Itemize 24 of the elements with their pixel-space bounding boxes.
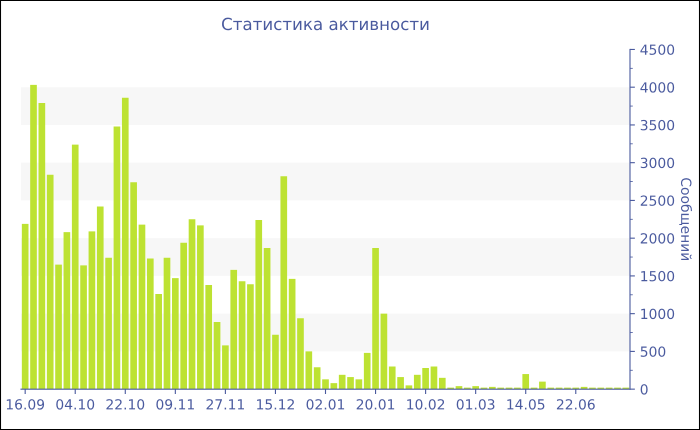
y-tick-label: 3000: [640, 158, 674, 168]
y-tick-label: 3500: [640, 120, 674, 130]
chart-title: Статистика активности: [222, 18, 428, 30]
y-tick-label: 2500: [640, 195, 674, 206]
x-tick-label: 14.05: [507, 399, 544, 410]
x-tick-label: 22.10: [106, 399, 144, 410]
y-tick-label: 0: [640, 384, 648, 395]
x-tick-label: 04.10: [56, 399, 94, 410]
x-tick-label: 20.01: [356, 399, 394, 410]
x-tick-label: 10.02: [407, 399, 444, 410]
x-tick-label: 15.12: [257, 399, 294, 410]
y-tick-label: 4000: [640, 82, 674, 93]
x-tick-label: 27.11: [206, 399, 244, 410]
x-tick-label: 22.06: [556, 399, 595, 410]
y-tick-label: 2000: [640, 233, 674, 244]
x-tick-label: 01.03: [456, 399, 494, 410]
x-tick-label: 09.11: [156, 399, 194, 410]
y-tick-label: 1000: [641, 308, 674, 320]
y-tick-label: 4500: [640, 44, 674, 55]
y-tick-label: 500: [640, 346, 666, 357]
x-tick-label: 02.01: [306, 399, 344, 410]
y-axis-title: Сообщений: [679, 178, 692, 260]
y-tick-label: 1500: [641, 270, 674, 282]
x-tick-label: 16.09: [6, 399, 44, 410]
